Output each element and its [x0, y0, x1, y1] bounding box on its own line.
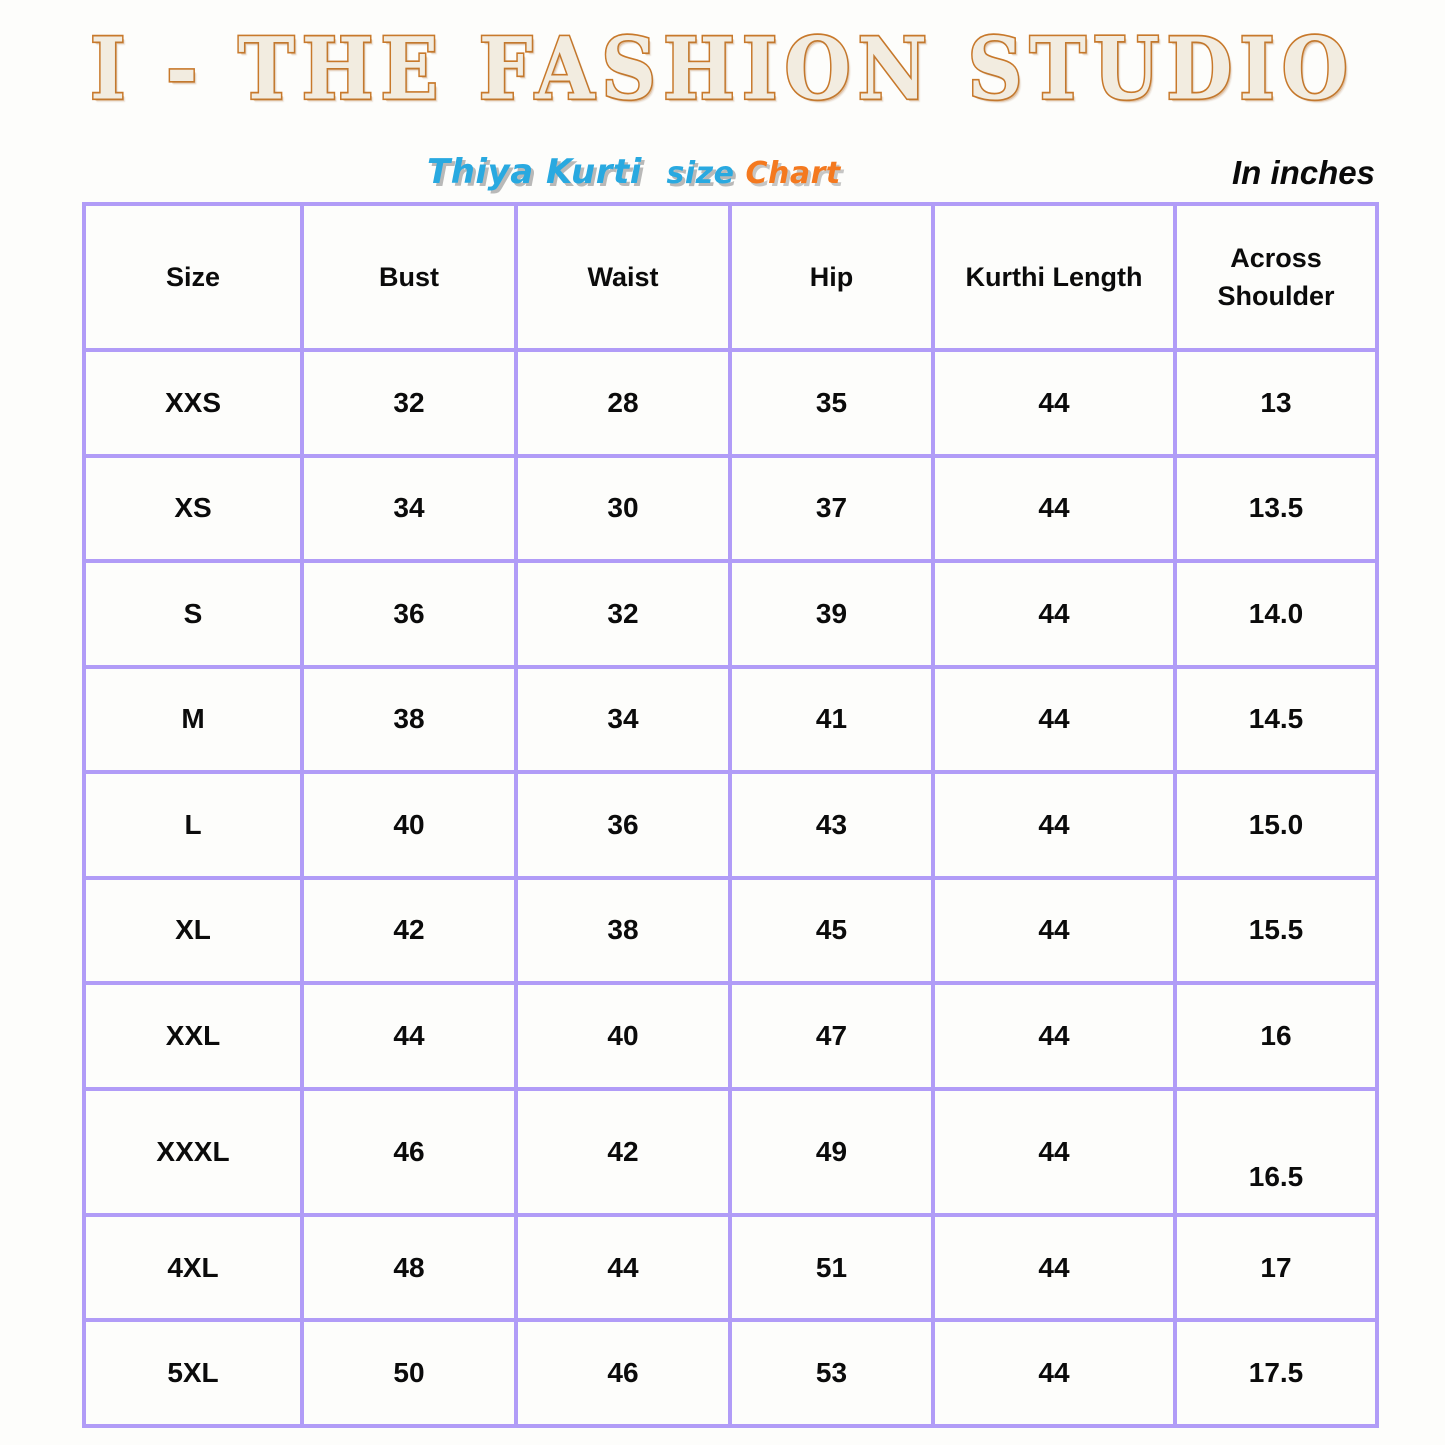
size-chart-table: Size Bust Waist Hip Kurthi Length Across…: [82, 202, 1379, 1428]
table-row: L 40 36 43 44 15.0: [82, 770, 1379, 880]
table-row: 5XL 50 46 53 44 17.5: [82, 1318, 1379, 1428]
cell-across-shoulder: 17.5: [1173, 1318, 1379, 1428]
cell-size: XS: [82, 453, 304, 564]
cell-waist: 34: [514, 664, 732, 775]
column-header-kurthi-length: Kurthi Length: [931, 202, 1177, 352]
cell-kurthi-length: 44: [931, 1318, 1177, 1428]
cell-kurthi-length: 44: [931, 770, 1177, 880]
cell-hip: 43: [728, 770, 935, 880]
subtitle-size-word: size: [666, 156, 746, 191]
table-row: S 36 32 39 44 14.0: [82, 559, 1379, 669]
cell-across-shoulder: 16.5: [1173, 1086, 1379, 1217]
cell-size: XXL: [82, 981, 304, 1091]
cell-waist: 32: [514, 559, 732, 669]
table-row: 4XL 48 44 51 44 17: [82, 1212, 1379, 1323]
column-header-across-shoulder: Across Shoulder: [1173, 202, 1379, 352]
cell-kurthi-length: 44: [931, 981, 1177, 1091]
studio-title: I - THE FASHION STUDIO: [89, 17, 1355, 120]
cell-kurthi-length: 44: [931, 664, 1177, 775]
column-header-bust: Bust: [300, 202, 518, 352]
table-row: XXL 44 40 47 44 16: [82, 981, 1379, 1091]
cell-across-shoulder: 13: [1173, 348, 1379, 458]
cell-hip: 49: [728, 1086, 935, 1217]
cell-across-shoulder: 15.5: [1173, 875, 1379, 986]
cell-waist: 46: [514, 1318, 732, 1428]
cell-kurthi-length: 44: [931, 559, 1177, 669]
cell-across-shoulder: 13.5: [1173, 453, 1379, 564]
cell-hip: 35: [728, 348, 935, 458]
table-row: XS 34 30 37 44 13.5: [82, 453, 1379, 564]
cell-hip: 37: [728, 453, 935, 564]
column-header-waist: Waist: [514, 202, 732, 352]
cell-waist: 42: [514, 1086, 732, 1217]
table-row: M 38 34 41 44 14.5: [82, 664, 1379, 775]
cell-bust: 40: [300, 770, 518, 880]
cell-hip: 41: [728, 664, 935, 775]
cell-bust: 42: [300, 875, 518, 986]
subtitle-row: Thiya Kurti size Chart In inches: [82, 150, 1375, 198]
cell-size: XL: [82, 875, 304, 986]
cell-size: 5XL: [82, 1318, 304, 1428]
cell-size: M: [82, 664, 304, 775]
column-header-size: Size: [82, 202, 304, 352]
cell-bust: 44: [300, 981, 518, 1091]
cell-waist: 28: [514, 348, 732, 458]
cell-kurthi-length: 44: [931, 1086, 1177, 1217]
cell-size: XXS: [82, 348, 304, 458]
cell-size: S: [82, 559, 304, 669]
cell-bust: 32: [300, 348, 518, 458]
cell-bust: 34: [300, 453, 518, 564]
cell-size: L: [82, 770, 304, 880]
cell-bust: 48: [300, 1212, 518, 1323]
page-header: I - THE FASHION STUDIO: [0, 17, 1445, 120]
cell-bust: 38: [300, 664, 518, 775]
cell-kurthi-length: 44: [931, 875, 1177, 986]
cell-across-shoulder: 17: [1173, 1212, 1379, 1323]
table-row: XXS 32 28 35 44 13: [82, 348, 1379, 458]
cell-across-shoulder: 14.5: [1173, 664, 1379, 775]
cell-size: 4XL: [82, 1212, 304, 1323]
chart-subtitle: Thiya Kurti size Chart: [427, 150, 841, 196]
cell-waist: 36: [514, 770, 732, 880]
cell-hip: 53: [728, 1318, 935, 1428]
cell-waist: 40: [514, 981, 732, 1091]
cell-hip: 45: [728, 875, 935, 986]
cell-kurthi-length: 44: [931, 453, 1177, 564]
cell-hip: 47: [728, 981, 935, 1091]
cell-bust: 50: [300, 1318, 518, 1428]
cell-kurthi-length: 44: [931, 1212, 1177, 1323]
cell-waist: 30: [514, 453, 732, 564]
cell-waist: 38: [514, 875, 732, 986]
cell-across-shoulder: 14.0: [1173, 559, 1379, 669]
cell-hip: 51: [728, 1212, 935, 1323]
size-chart-table-container: Size Bust Waist Hip Kurthi Length Across…: [82, 202, 1379, 1428]
cell-bust: 46: [300, 1086, 518, 1217]
subtitle-chart-word: Chart: [745, 156, 841, 191]
cell-kurthi-length: 44: [931, 348, 1177, 458]
table-header-row: Size Bust Waist Hip Kurthi Length Across…: [82, 202, 1379, 352]
cell-hip: 39: [728, 559, 935, 669]
subtitle-brand: Thiya Kurti: [427, 152, 667, 192]
cell-across-shoulder: 15.0: [1173, 770, 1379, 880]
cell-size: XXXL: [82, 1086, 304, 1217]
units-label: In inches: [1231, 154, 1375, 191]
column-header-hip: Hip: [728, 202, 935, 352]
table-row: XL 42 38 45 44 15.5: [82, 875, 1379, 986]
cell-across-shoulder: 16: [1173, 981, 1379, 1091]
cell-bust: 36: [300, 559, 518, 669]
table-row: XXXL 46 42 49 44 16.5: [82, 1086, 1379, 1217]
cell-waist: 44: [514, 1212, 732, 1323]
